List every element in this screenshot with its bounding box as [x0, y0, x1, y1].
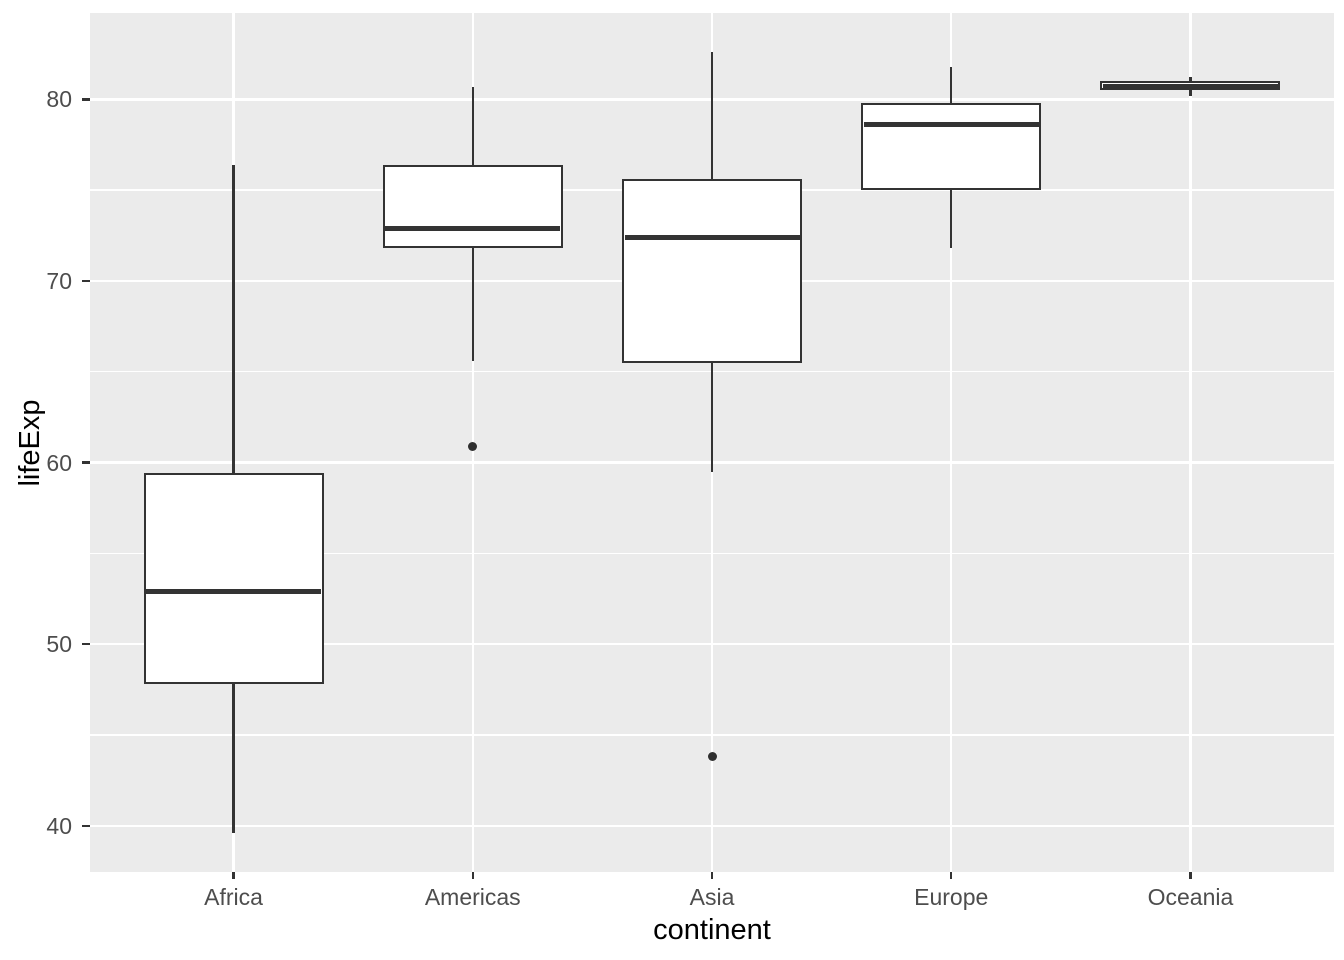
x-tick-mark: [471, 872, 475, 879]
x-tick-mark: [1189, 872, 1192, 879]
plot-panel: [90, 13, 1334, 872]
y-tick-label: 40: [46, 812, 72, 839]
x-tick-label: Oceania: [1147, 884, 1234, 910]
x-tick-label: Americas: [424, 884, 521, 910]
box-whisker-lower: [1189, 90, 1192, 96]
x-tick-label: Africa: [204, 884, 263, 910]
box-rect: [622, 179, 802, 363]
box-whisker-upper: [1189, 77, 1192, 82]
box-whisker-upper: [232, 164, 235, 474]
box-whisker-lower: [710, 362, 714, 472]
gridline-major-vertical: [1189, 13, 1192, 872]
y-tick-mark: [82, 98, 90, 101]
median-line: [385, 225, 561, 231]
median-line: [146, 589, 322, 595]
box-whisker-lower: [232, 684, 235, 834]
outlier-point: [468, 441, 478, 451]
x-tick-mark: [710, 872, 714, 879]
y-tick-label: 70: [46, 267, 72, 294]
y-tick-label: 50: [46, 631, 72, 658]
median-line: [863, 122, 1039, 128]
y-tick-mark: [82, 642, 90, 646]
box-whisker-upper: [471, 86, 475, 165]
median-line: [1102, 84, 1278, 90]
box-whisker-lower: [949, 190, 953, 249]
outlier-point: [707, 752, 717, 762]
median-line: [624, 234, 800, 240]
y-axis-title: lifeExp: [14, 398, 46, 487]
box-rect: [143, 473, 324, 685]
x-tick-label: Asia: [689, 884, 735, 910]
y-tick-label: 80: [46, 86, 72, 113]
y-tick-label: 60: [46, 449, 72, 476]
x-tick-label: Europe: [914, 884, 989, 910]
x-axis-title: continent: [653, 914, 771, 946]
box-whisker-upper: [949, 66, 953, 103]
box-rect: [382, 164, 563, 249]
x-tick-mark: [232, 872, 235, 879]
y-tick-mark: [82, 461, 90, 464]
box-whisker-lower: [471, 248, 475, 361]
gridline-major-vertical: [949, 13, 953, 872]
box-whisker-upper: [710, 52, 714, 180]
y-tick-mark: [82, 824, 90, 828]
box-rect: [861, 102, 1042, 191]
x-tick-mark: [949, 872, 953, 879]
y-tick-mark: [82, 279, 90, 283]
